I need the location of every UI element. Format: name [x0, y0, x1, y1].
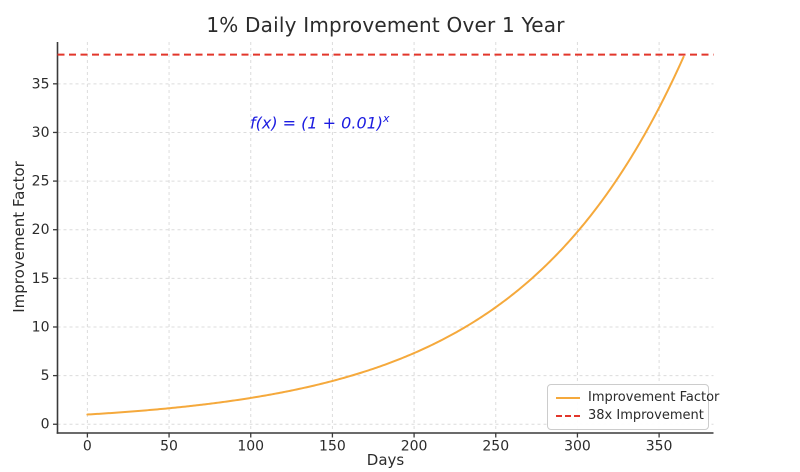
- y-tick-label: 30: [32, 125, 50, 141]
- y-tick-label: 20: [32, 222, 50, 238]
- y-axis-label: Improvement Factor: [10, 161, 28, 313]
- x-tick-label: 50: [160, 439, 178, 455]
- x-tick-label: 0: [83, 439, 92, 455]
- x-tick-label: 250: [482, 439, 509, 455]
- improvement-curve: [86, 55, 685, 416]
- y-tick-label: 25: [32, 174, 50, 190]
- dashed-line-swatch: [556, 414, 580, 417]
- x-tick-label: 150: [319, 439, 346, 455]
- formula-mid: = (1 + 0.01): [277, 113, 384, 133]
- formula-annotation: f(x) = (1 + 0.01)x: [250, 112, 390, 132]
- x-tick-label: 100: [237, 439, 264, 455]
- x-tick-label: 200: [401, 439, 428, 455]
- x-tick-label: 300: [564, 439, 591, 455]
- y-tick-label: 10: [32, 319, 50, 335]
- y-tick-label: 0: [41, 417, 50, 433]
- formula-exponent: x: [383, 112, 390, 125]
- formula-func: f(x): [250, 113, 278, 133]
- y-tick-label: 5: [41, 368, 50, 384]
- legend: Improvement Factor 38x Improvement: [547, 384, 719, 430]
- legend-label: 38x Improvement: [588, 408, 704, 423]
- y-tick-label: 15: [32, 271, 50, 287]
- chart-title: 1% Daily Improvement Over 1 Year: [206, 13, 565, 37]
- x-axis-label: Days: [366, 451, 405, 469]
- legend-item: Improvement Factor: [556, 390, 719, 405]
- legend-label: Improvement Factor: [588, 390, 720, 405]
- y-tick-label: 35: [32, 76, 50, 92]
- legend-item: 38x Improvement: [556, 408, 704, 423]
- solid-line-swatch: [556, 396, 580, 399]
- x-tick-label: 350: [646, 439, 673, 455]
